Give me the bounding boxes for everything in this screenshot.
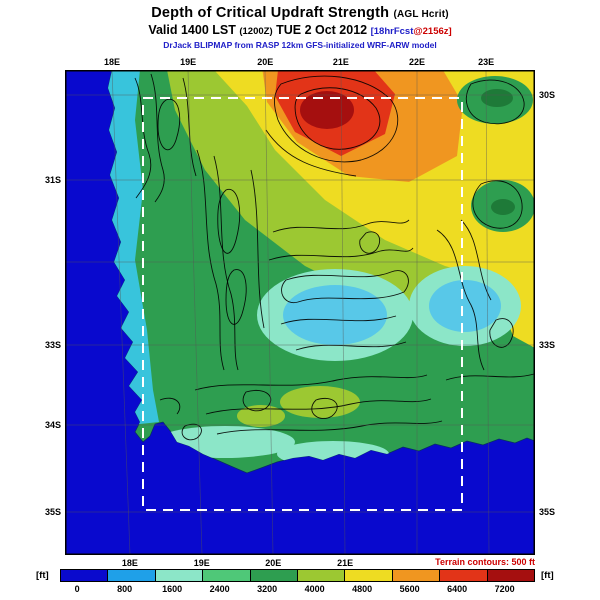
forecast-time: @2156z] — [413, 26, 452, 37]
colorbar — [60, 569, 535, 582]
lat-tick-right-33S: 33S — [539, 339, 556, 350]
lon-tick-top-18E: 18E — [103, 57, 121, 67]
lon-tick-top-22E: 22E — [409, 57, 426, 67]
colorbar-cell-7 — [392, 570, 441, 581]
lon-tick-top-19E: 19E — [180, 57, 197, 67]
valid-date: TUE 2 Oct 2012 — [276, 23, 368, 37]
lon-tick-top-23E: 23E — [478, 57, 495, 67]
page-title: Depth of Critical Updraft Strength (AGL … — [0, 5, 600, 21]
colorbar-unit-left: [ft] — [36, 570, 49, 581]
colorbar-tick-4800: 4800 — [352, 584, 373, 594]
lon-tick-bottom-20E: 20E — [265, 558, 282, 568]
colorbar-cell-1 — [108, 570, 156, 581]
colorbar-cell-9 — [487, 570, 535, 581]
title-main: Depth of Critical Updraft Strength — [151, 5, 390, 21]
colorbar-cell-6 — [345, 570, 393, 581]
region-dark-red — [300, 91, 354, 129]
region-lightblue-east — [429, 280, 501, 332]
map-frame — [65, 70, 535, 555]
terrain-contours — [134, 73, 535, 441]
region-yellow-green-south-1 — [280, 386, 360, 418]
lon-tick-top-20E: 20E — [257, 57, 274, 67]
colorbar-cell-2 — [155, 570, 204, 581]
colorbar-tick-7200: 7200 — [494, 584, 515, 594]
graticule — [65, 69, 535, 556]
colorbar-cell-5 — [298, 570, 346, 581]
lon-tick-bottom-21E: 21E — [337, 558, 354, 568]
blipmap-svg — [65, 69, 536, 556]
colorbar-unit-right: [ft] — [541, 570, 554, 581]
colorbar-cell-3 — [203, 570, 251, 581]
map-panel — [65, 69, 536, 556]
lat-tick-right-30S: 30S — [539, 90, 556, 101]
title-parameter: (AGL Hcrit) — [393, 9, 449, 20]
model-line: DrJack BLIPMAP from RASP 12km GFS-initia… — [163, 40, 437, 50]
lat-tick-left-34S: 34S — [44, 420, 61, 431]
lon-tick-top-21E: 21E — [332, 57, 349, 67]
colorbar-tick-800: 800 — [117, 584, 133, 594]
valid-time-line: Valid 1400 LST (1200Z) TUE 2 Oct 2012 [1… — [0, 23, 600, 37]
colorbar-cell-0 — [61, 570, 109, 581]
inner-domain-outline — [142, 97, 463, 511]
valid-zulu: (1200Z) — [239, 26, 273, 37]
region-dark-green-2 — [491, 199, 515, 215]
colorbar-tick-0: 0 — [74, 584, 80, 594]
region-yellow-green-south-2 — [237, 405, 285, 427]
region-coastal-cyan — [108, 70, 159, 426]
colorbar-tick-5600: 5600 — [399, 584, 420, 594]
region-dark-green-1 — [481, 89, 513, 107]
colorbar-cell-4 — [250, 570, 299, 581]
colorbar-tick-2400: 2400 — [209, 584, 230, 594]
lon-tick-bottom-18E: 18E — [121, 558, 138, 568]
valid-prefix: Valid 1400 LST — [148, 23, 236, 37]
terrain-contours-note: Terrain contours: 500 ft — [435, 557, 535, 567]
colorbar-tick-1600: 1600 — [162, 584, 183, 594]
colorbar-cell-8 — [440, 570, 488, 581]
colorbar-tick-6400: 6400 — [447, 584, 468, 594]
region-lightblue-central — [283, 285, 387, 345]
colorbar-tick-4000: 4000 — [304, 584, 325, 594]
lat-tick-left-31S: 31S — [44, 175, 61, 186]
lon-tick-bottom-19E: 19E — [193, 558, 210, 568]
forecast-label: [18hrFcst — [370, 26, 414, 37]
colorbar-tick-3200: 3200 — [257, 584, 278, 594]
lat-tick-left-33S: 33S — [44, 339, 61, 350]
lat-tick-right-35S: 35S — [539, 506, 556, 517]
lat-tick-left-35S: 35S — [44, 506, 61, 517]
